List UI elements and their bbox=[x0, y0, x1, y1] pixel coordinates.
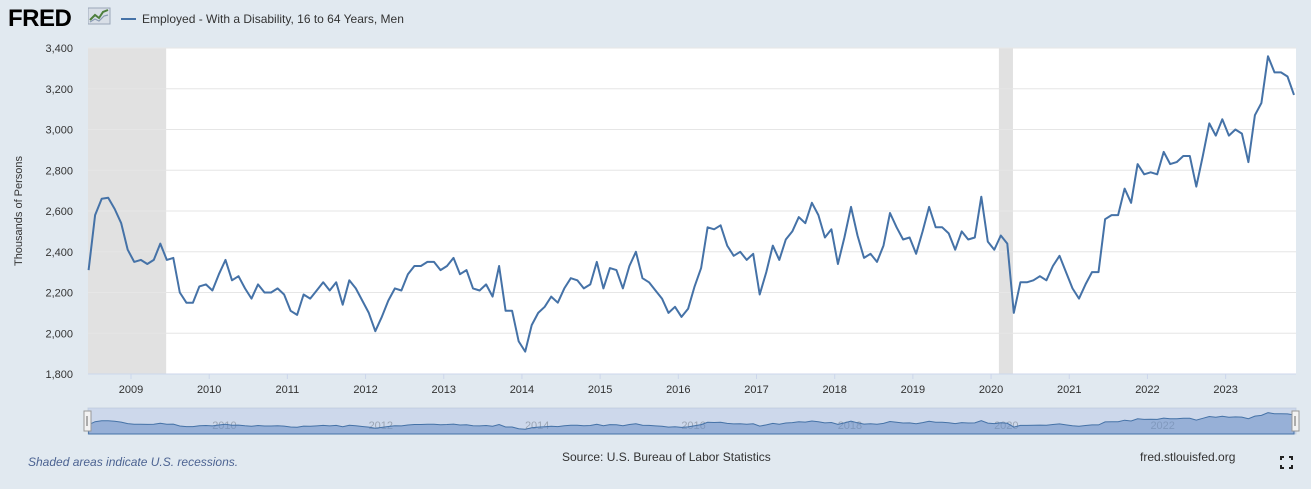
y-axis-ticks: 1,800 2,000 2,200 2,400 2,600 2,800 3,000 3,200… bbox=[45, 43, 73, 381]
x-tick-label: 2013 bbox=[432, 384, 456, 396]
x-tick-label: 2015 bbox=[588, 384, 612, 396]
x-tick-label: 2014 bbox=[510, 384, 534, 396]
y-tick-label: 1,800 bbox=[45, 369, 73, 381]
x-tick-label: 2017 bbox=[744, 384, 768, 396]
x-tick-label: 2019 bbox=[901, 384, 925, 396]
navigator-series-area bbox=[88, 412, 1295, 435]
x-tick-label: 2020 bbox=[979, 384, 1003, 396]
y-tick-label: 3,200 bbox=[45, 84, 73, 96]
x-axis-ticks: 2009 2010 2011 2012 2013 2014 2015 2016 2017 2018… bbox=[119, 374, 1238, 396]
legend-swatch bbox=[121, 18, 136, 20]
y-tick-label: 2,000 bbox=[45, 328, 73, 340]
y-axis-label: Thousands of Persons bbox=[13, 155, 25, 266]
fullscreen-icon[interactable] bbox=[1280, 456, 1293, 469]
x-tick-label: 2009 bbox=[119, 384, 143, 396]
source-url[interactable]: fred.stlouisfed.org bbox=[1140, 450, 1236, 464]
x-tick-label: 2016 bbox=[666, 384, 690, 396]
chart-header: FRED Employed - With a Disability, 16 to… bbox=[0, 0, 1311, 40]
y-tick-label: 2,400 bbox=[45, 247, 73, 259]
legend-label: Employed - With a Disability, 16 to 64 Y… bbox=[142, 12, 404, 26]
x-tick-label: 2012 bbox=[353, 384, 377, 396]
x-tick-label: 2018 bbox=[822, 384, 846, 396]
graph-logo-icon bbox=[88, 7, 111, 25]
y-tick-label: 2,600 bbox=[45, 206, 73, 218]
recession-note: Shaded areas indicate U.S. recessions. bbox=[28, 455, 239, 469]
x-tick-label: 2010 bbox=[197, 384, 221, 396]
y-tick-label: 3,400 bbox=[45, 43, 73, 55]
source-text: Source: U.S. Bureau of Labor Statistics bbox=[562, 450, 771, 464]
fred-logo[interactable]: FRED bbox=[8, 5, 72, 32]
navigator-handle-left[interactable] bbox=[83, 410, 92, 432]
x-tick-label: 2022 bbox=[1135, 384, 1159, 396]
gridlines bbox=[88, 47, 1296, 375]
x-tick-label: 2021 bbox=[1057, 384, 1081, 396]
series-line[interactable] bbox=[87, 55, 1295, 353]
x-tick-label: 2011 bbox=[276, 384, 300, 396]
navigator[interactable]: 2010201220142016201820202022 bbox=[83, 407, 1300, 435]
y-tick-label: 2,200 bbox=[45, 288, 73, 300]
x-tick-label: 2023 bbox=[1213, 384, 1237, 396]
navigator-handle-right[interactable] bbox=[1291, 410, 1300, 432]
y-tick-label: 2,800 bbox=[45, 165, 73, 177]
y-tick-label: 3,000 bbox=[45, 125, 73, 137]
